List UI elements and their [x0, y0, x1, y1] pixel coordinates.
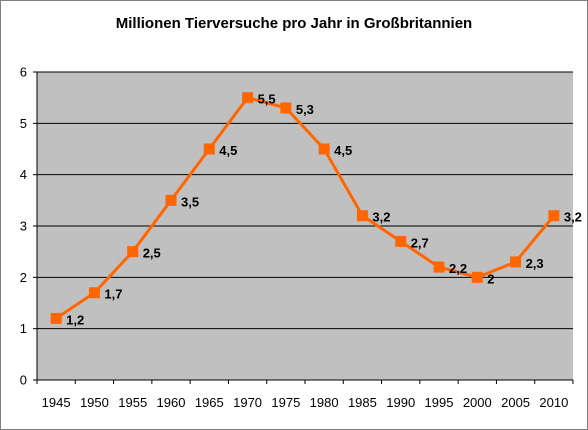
data-label: 2: [487, 271, 494, 286]
data-point: [127, 246, 139, 258]
data-point: [318, 143, 330, 155]
data-label: 3,2: [564, 210, 582, 225]
data-point: [242, 92, 254, 104]
x-tick-label: 1970: [233, 395, 262, 410]
chart-title: Millionen Tierversuche pro Jahr in Großb…: [115, 15, 473, 32]
x-tick-label: 2010: [539, 395, 568, 410]
x-tick-label: 1965: [195, 395, 224, 410]
data-point: [433, 261, 445, 273]
x-tick-label: 2005: [501, 395, 530, 410]
data-label: 4,5: [219, 143, 237, 158]
y-tick-label: 4: [20, 167, 27, 182]
x-tick-label: 1990: [386, 395, 415, 410]
x-tick-label: 1995: [425, 395, 454, 410]
x-tick-label: 1960: [157, 395, 186, 410]
x-tick-label: 2000: [463, 395, 492, 410]
y-tick-label: 5: [20, 116, 27, 131]
x-tick-label: 1980: [310, 395, 339, 410]
x-tick-label: 1945: [42, 395, 71, 410]
data-point: [280, 102, 292, 114]
x-tick-label: 1985: [348, 395, 377, 410]
data-point: [548, 210, 560, 222]
gridlines: [37, 71, 573, 330]
y-tick-label: 0: [20, 373, 27, 388]
y-axis-ticks: 0 1 2 3 4 5 6: [20, 65, 37, 388]
data-label: 2,2: [449, 261, 467, 276]
data-point: [471, 271, 483, 283]
x-tick-label: 1950: [80, 395, 109, 410]
data-label: 3,2: [372, 210, 390, 225]
x-tick-label: 1955: [118, 395, 147, 410]
data-point: [203, 143, 215, 155]
y-tick-label: 3: [20, 219, 27, 234]
data-label: 5,3: [296, 102, 314, 117]
data-label: 3,5: [181, 194, 199, 209]
data-label: 2,7: [411, 235, 429, 250]
data-label: 5,5: [258, 92, 276, 107]
data-label: 1,2: [66, 312, 84, 327]
data-point: [165, 194, 177, 206]
data-labels-group: 1,2 1,7 2,5 3,5 4,5 5,5 5,3 4,5 3,2 2,7 2,2 2 2,3 3,2: [66, 92, 582, 328]
data-label: 1,7: [104, 287, 122, 302]
y-tick-label: 1: [20, 321, 27, 336]
data-point: [395, 235, 407, 247]
markers-group: [50, 92, 560, 324]
series-group: [55, 96, 556, 320]
x-axis-ticks: 1945 1950 1955 1960 1965 1970 1975 1980 1985 1990…: [36, 380, 574, 410]
data-point: [356, 210, 368, 222]
data-point: [88, 287, 100, 299]
x-tick-label: 1975: [271, 395, 300, 410]
y-tick-label: 6: [20, 65, 27, 80]
data-label: 2,3: [526, 256, 544, 271]
y-tick-label: 2: [20, 270, 27, 285]
series-line: [55, 96, 556, 320]
data-point: [510, 256, 522, 268]
data-label: 4,5: [334, 143, 352, 158]
data-label: 2,5: [143, 246, 161, 261]
data-point: [50, 312, 62, 324]
